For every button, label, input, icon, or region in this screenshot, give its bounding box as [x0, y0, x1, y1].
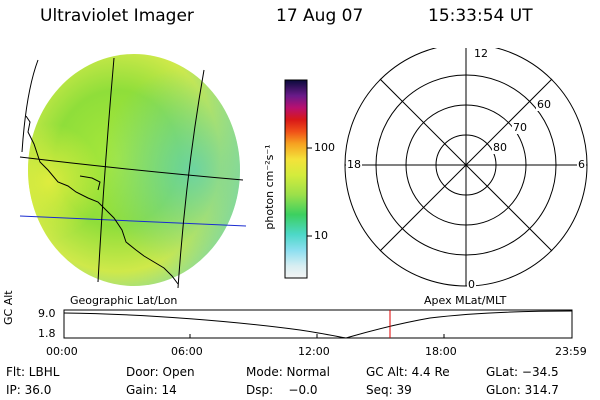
info-ip: IP: 36.0 [6, 383, 52, 397]
app-title: Ultraviolet Imager [40, 6, 194, 26]
info-gc-alt: GC Alt: 4.4 Re [366, 365, 450, 379]
altitude-xtick-2359: 23:59 [555, 345, 587, 358]
altitude-ylabel: GC Alt [2, 290, 15, 325]
info-mode: Mode: Normal [246, 365, 330, 379]
polar-plot-mlat-mlt [344, 48, 588, 287]
altitude-plot [63, 309, 573, 339]
mlat-label-70: 70 [512, 121, 528, 134]
altitude-xtick-0000: 00:00 [46, 345, 78, 358]
info-filter: Flt: LBHL [6, 365, 60, 379]
uv-image-geographic [19, 54, 247, 289]
apex-label: Apex MLat/MLT [424, 294, 507, 307]
mlat-label-60: 60 [536, 98, 552, 111]
latitude-line [19, 156, 244, 181]
longitude-line [97, 57, 115, 283]
colorbar-tick-10: 10 [314, 229, 328, 242]
info-glat: GLat: −34.5 [486, 365, 559, 379]
latitude-line-equator [19, 215, 247, 227]
date-label: 17 Aug 07 [276, 6, 364, 26]
colorbar-gradient [284, 79, 308, 279]
info-gain: Gain: 14 [126, 383, 177, 397]
colorbar-tick-100: 100 [314, 141, 335, 154]
coastline [25, 115, 179, 285]
mlt-label-12: 12 [473, 47, 489, 60]
longitude-line [177, 69, 205, 289]
mlt-label-6: 6 [577, 158, 586, 171]
info-door: Door: Open [126, 365, 195, 379]
altitude-ytick-top: 9.0 [38, 307, 56, 320]
mlt-label-18: 18 [346, 158, 362, 171]
polar-diagonal [379, 78, 553, 252]
coastline-inlet [79, 175, 101, 191]
altitude-ytick-bottom: 1.8 [38, 327, 56, 340]
geographic-label: Geographic Lat/Lon [70, 294, 178, 307]
mlat-label-80: 80 [492, 141, 508, 154]
info-dsp: Dsp: −0.0 [246, 383, 318, 397]
altitude-xtick-1800: 18:00 [425, 345, 457, 358]
altitude-plot-frame [63, 309, 573, 339]
colorbar [284, 79, 312, 279]
longitude-line [21, 59, 39, 153]
time-label: 15:33:54 UT [428, 6, 533, 26]
mlt-label-0: 0 [467, 278, 476, 291]
altitude-xtick-0600: 06:00 [171, 345, 203, 358]
colorbar-unit-label: photon cm⁻²s⁻¹ [263, 144, 276, 230]
altitude-xtick-1200: 12:00 [298, 345, 330, 358]
info-glon: GLon: 314.7 [486, 383, 559, 397]
altitude-curve [63, 310, 573, 339]
info-seq: Seq: 39 [366, 383, 412, 397]
